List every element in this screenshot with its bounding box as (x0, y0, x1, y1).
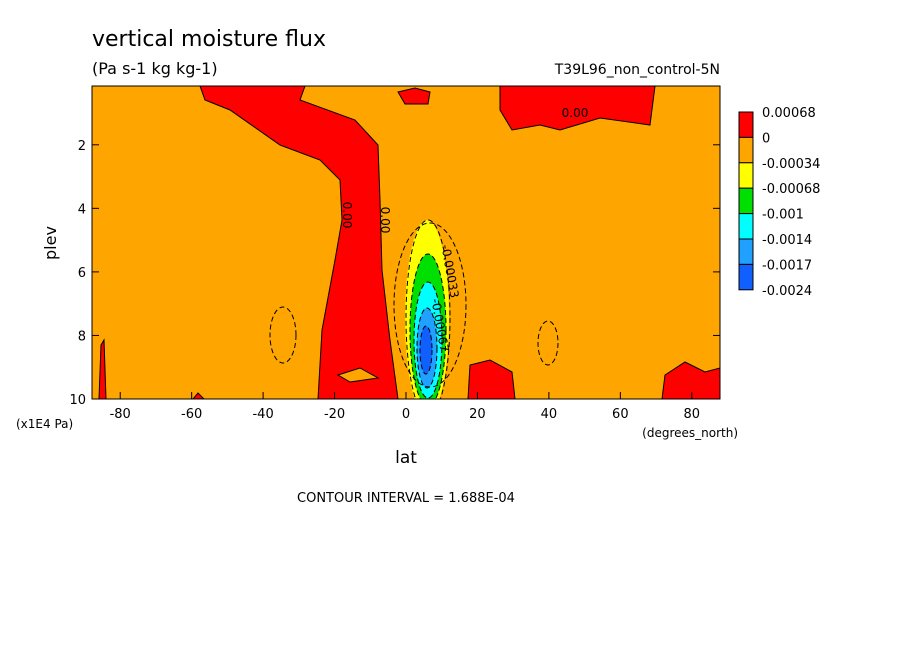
fill-region (336, 367, 380, 383)
fill-region (397, 87, 431, 105)
fill-region (98, 338, 107, 399)
x-tick-label: -40 (252, 407, 273, 422)
fill-region (199, 86, 399, 399)
y-tick-label: 10 (69, 393, 86, 408)
x-tick-label: 20 (469, 407, 486, 422)
y-tick-label: 6 (78, 266, 86, 281)
x-tick-label: 60 (612, 407, 629, 422)
colorbar-label: -0.0017 (762, 258, 812, 273)
dashed-contours (269, 219, 559, 399)
colorbar-box (738, 187, 754, 215)
contour-label: 0.00 (378, 207, 392, 234)
fill-region (661, 361, 720, 399)
y-tick-label: 4 (78, 202, 86, 217)
y-tick-label: 2 (78, 139, 86, 154)
y-axis-label: plev (41, 226, 60, 260)
y-units: (x1E4 Pa) (16, 417, 73, 431)
x-tick-label: -80 (110, 407, 131, 422)
fill-region (499, 86, 656, 131)
chart-title: vertical moisture flux (92, 27, 326, 52)
colorbar-box (738, 213, 754, 240)
x-axis-label: lat (395, 448, 417, 468)
colorbar-label: -0.0024 (762, 284, 812, 299)
contour-label: 0.00 (340, 202, 354, 229)
colorbar-label: 0.00068 (762, 106, 816, 121)
colorbar-box (738, 238, 754, 265)
contour-label: 0.00 (562, 106, 589, 120)
fill-region (467, 359, 516, 399)
colorbar-label: -0.001 (762, 208, 804, 223)
colorbar-box (738, 162, 754, 189)
x-tick-label: 80 (684, 407, 701, 422)
x-tick-label: -20 (324, 407, 345, 422)
colorbar-label: -0.0014 (762, 233, 812, 248)
colorbar-label: 0 (762, 131, 770, 146)
colorbar-box (738, 111, 754, 138)
x-tick-label: 40 (541, 407, 558, 422)
fill-region (92, 86, 720, 399)
subtitle: (Pa s-1 kg kg-1) (92, 59, 218, 78)
x-tick-label: -60 (181, 407, 202, 422)
x-units: (degrees_north) (642, 426, 738, 440)
colorbar-box (738, 263, 754, 291)
colorbar-label: -0.00068 (762, 182, 820, 197)
y-tick-label: 8 (78, 329, 86, 344)
fill-region (192, 392, 205, 399)
colorbar-label: -0.00034 (762, 157, 820, 172)
footnote: CONTOUR INTERVAL = 1.688E-04 (297, 491, 515, 506)
contour-field (92, 86, 720, 399)
colorbar-box (738, 136, 754, 164)
fill-region (420, 326, 432, 374)
x-tick-label: 0 (402, 407, 410, 422)
dataset-label: T39L96_non_control-5N (554, 62, 720, 78)
